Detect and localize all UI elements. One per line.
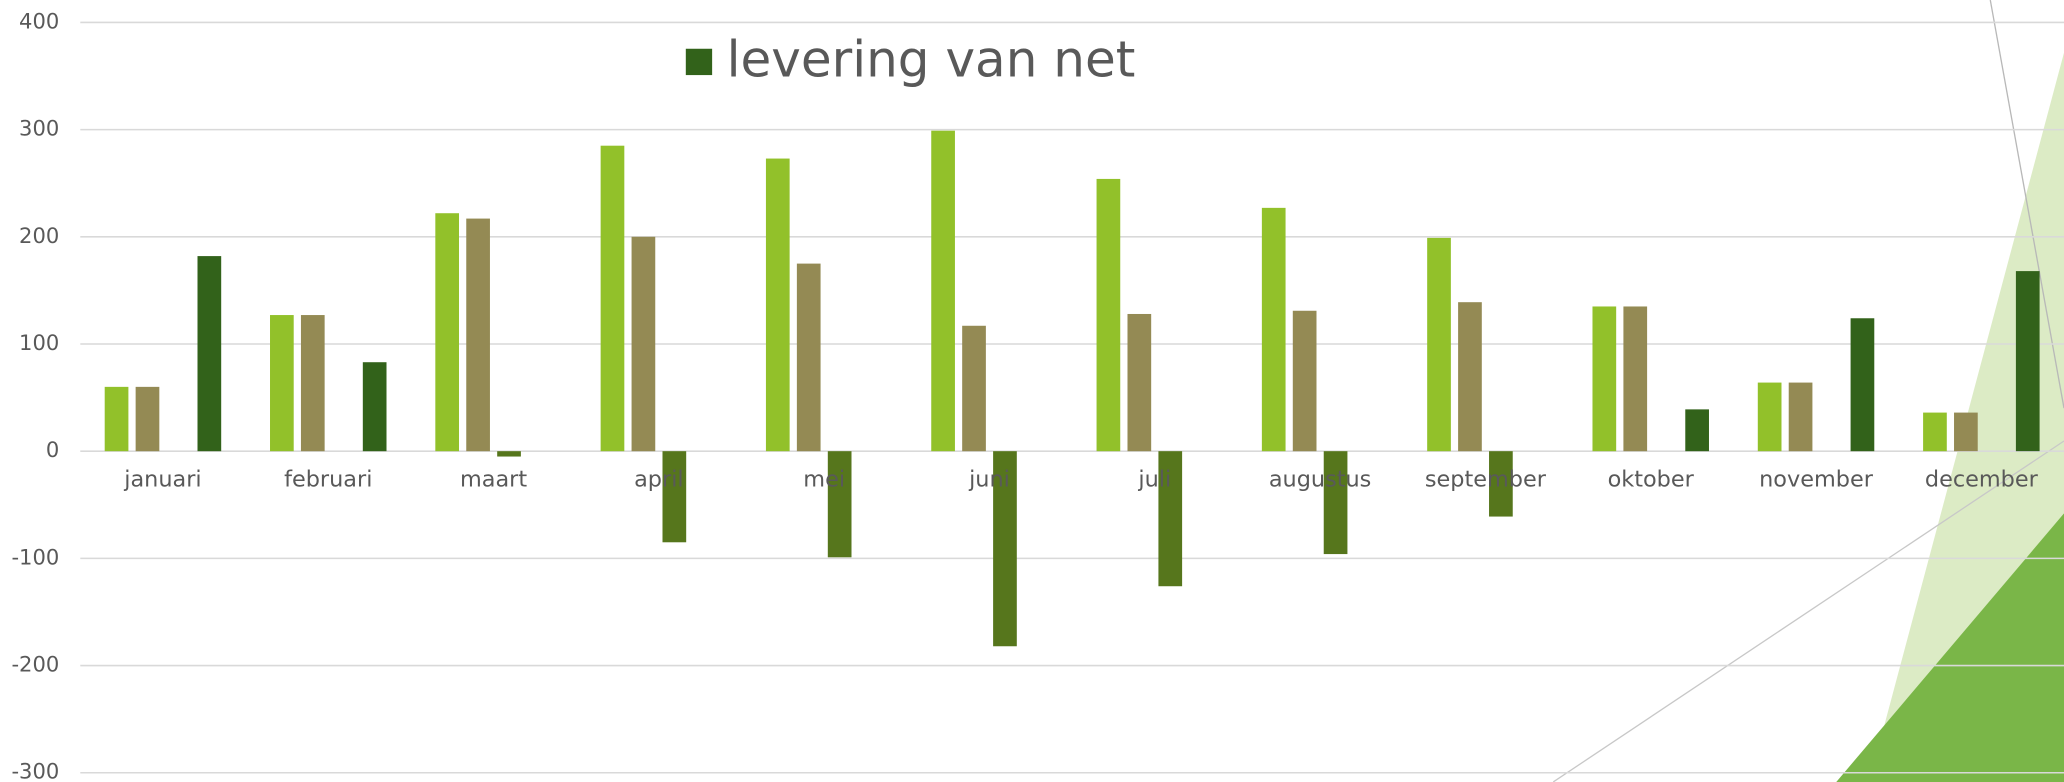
bar [1850, 318, 1875, 452]
bar [765, 158, 790, 452]
bar [600, 145, 625, 452]
bar [631, 236, 656, 452]
bar [993, 451, 1017, 647]
bar [827, 451, 852, 558]
bar [1489, 451, 1513, 517]
x-tick-label: augustus [1269, 467, 1371, 493]
y-tick-label: -100 [11, 544, 59, 569]
x-tick-label: februari [284, 467, 372, 493]
y-tick-label: 400 [19, 8, 59, 33]
y-tick-label: 200 [19, 223, 59, 248]
x-tick-label: maart [460, 467, 527, 493]
bar [1427, 237, 1451, 452]
bar [1158, 451, 1183, 587]
bar [135, 386, 160, 452]
grid [80, 21, 2064, 774]
bar [270, 315, 294, 452]
bar [1788, 382, 1813, 452]
legend-swatch [685, 48, 713, 76]
bar [466, 218, 490, 452]
y-tick-label: 0 [46, 437, 59, 462]
x-tick-label: november [1759, 467, 1874, 493]
bar [931, 130, 955, 452]
bar [1954, 412, 1978, 452]
y-tick-label: -300 [11, 759, 59, 782]
bar [1323, 451, 1348, 555]
bar [104, 386, 129, 452]
x-tick-label: juni [968, 467, 1010, 493]
bar [1458, 302, 1482, 452]
bar [1923, 412, 1947, 452]
bar [300, 315, 325, 452]
bar [962, 325, 986, 452]
x-tick-label: mei [803, 467, 845, 493]
x-tick-label: juli [1137, 467, 1171, 493]
legend: levering van net [685, 31, 1136, 89]
x-tick-label: december [1925, 467, 2039, 493]
legend-label: levering van net [727, 31, 1136, 89]
bar [796, 263, 821, 452]
bar [1096, 178, 1121, 452]
bar [2015, 271, 2040, 452]
bar [1261, 207, 1286, 452]
bar [1685, 409, 1709, 452]
bar [1127, 313, 1152, 452]
x-tick-label: april [634, 467, 684, 493]
x-tick-label: januari [123, 467, 201, 493]
bar [435, 213, 460, 452]
bar [197, 256, 222, 452]
x-tick-label: september [1425, 467, 1547, 493]
y-tick-label: -200 [11, 652, 59, 677]
y-tick-label: 100 [19, 330, 59, 355]
bar [362, 362, 387, 452]
bar [1623, 306, 1648, 452]
bar [497, 451, 521, 457]
bar [662, 451, 687, 543]
y-tick-label: 300 [19, 116, 59, 141]
labels: -300 -200 -100 0 100 200 300 400 januari februari… [11, 8, 2038, 782]
bar [1757, 382, 1782, 452]
bars [104, 130, 2040, 647]
bar [1292, 310, 1317, 452]
x-tick-label: oktober [1608, 467, 1695, 493]
bar [1592, 306, 1617, 452]
